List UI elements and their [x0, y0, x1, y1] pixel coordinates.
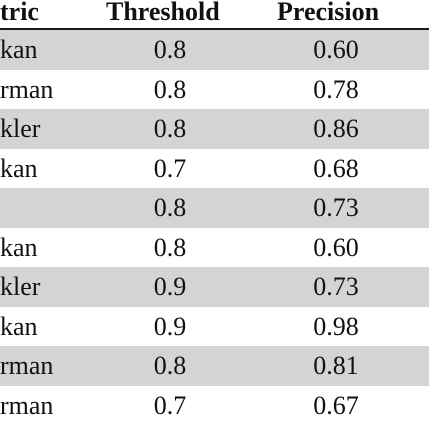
cell-precision: 0.73: [313, 272, 359, 301]
cell-precision: 0.98: [313, 311, 359, 341]
cell-precision: 0.81: [313, 351, 359, 380]
header-precision: Precision: [277, 0, 380, 26]
cell-threshold: 0.7: [153, 390, 187, 420]
cell-metric: rman: [0, 390, 54, 420]
table-row: 0.8 0.73: [0, 188, 429, 228]
cell-metric: kan: [0, 153, 38, 183]
cell-threshold: 0.7: [153, 153, 187, 183]
cell-metric: rman: [0, 351, 54, 380]
cell-threshold: 0.8: [153, 74, 187, 104]
table-header: tric Threshold Precision: [0, 0, 429, 30]
cell-precision: 0.68: [313, 153, 359, 183]
table-row: kan 0.8 0.60: [0, 30, 429, 70]
table-row: kler 0.9 0.73: [0, 267, 429, 307]
table-row: kan 0.9 0.98: [0, 306, 429, 346]
cell-metric: rman: [0, 74, 54, 104]
cell-threshold: 0.9: [153, 311, 187, 341]
cell-threshold: 0.8: [153, 193, 187, 222]
cell-metric: kan: [0, 35, 38, 64]
table-row: kan 0.7 0.68: [0, 148, 429, 188]
table-row: kler 0.8 0.86: [0, 109, 429, 149]
cell-precision: 0.86: [313, 114, 359, 143]
cell-metric: kan: [0, 232, 38, 262]
cell-threshold: 0.8: [153, 35, 187, 64]
cell-threshold: 0.9: [153, 272, 187, 301]
header-threshold: Threshold: [106, 0, 220, 26]
table-row: kan 0.8 0.60: [0, 227, 429, 267]
cell-metric: kler: [0, 272, 41, 301]
cell-threshold: 0.8: [153, 114, 187, 143]
table-body: kan 0.8 0.60 rman 0.8 0.78 kler 0.8 0.86…: [0, 30, 429, 425]
cell-precision: 0.67: [313, 390, 359, 420]
cell-metric: kler: [0, 114, 41, 143]
cell-precision: 0.78: [313, 74, 359, 104]
cell-metric: kan: [0, 311, 38, 341]
table-row: rman 0.7 0.67: [0, 385, 429, 425]
cell-precision: 0.60: [313, 35, 359, 64]
cell-precision: 0.73: [313, 193, 359, 222]
table-row: rman 0.8 0.78: [0, 69, 429, 109]
table-row: rman 0.8 0.81: [0, 346, 429, 386]
cell-precision: 0.60: [313, 232, 359, 262]
cell-threshold: 0.8: [153, 232, 187, 262]
cell-threshold: 0.8: [153, 351, 187, 380]
header-metric: tric: [0, 0, 39, 26]
